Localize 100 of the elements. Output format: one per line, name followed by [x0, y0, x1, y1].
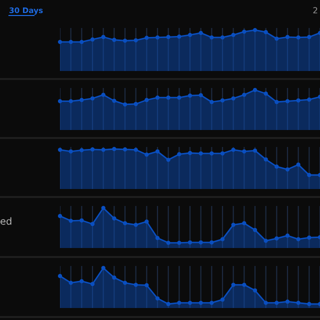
- point: [252, 28, 258, 32]
- point: [68, 218, 73, 223]
- point: [177, 240, 182, 245]
- point: [134, 38, 138, 42]
- point: [122, 221, 128, 226]
- point: [68, 99, 73, 104]
- point: [68, 280, 73, 285]
- point: [307, 236, 312, 240]
- point: [252, 148, 258, 153]
- point: [155, 96, 160, 100]
- point: [210, 300, 214, 305]
- point: [134, 148, 138, 152]
- point: [274, 100, 279, 104]
- point: [177, 300, 182, 305]
- point: [58, 40, 62, 44]
- point: [296, 35, 300, 40]
- point: [177, 152, 182, 156]
- point: [285, 167, 290, 172]
- point: [264, 92, 268, 96]
- point: [177, 96, 182, 100]
- point: [264, 157, 268, 162]
- point: [166, 158, 170, 162]
- point: [231, 282, 236, 287]
- point: [285, 34, 290, 40]
- point: [285, 99, 290, 104]
- point: [134, 222, 138, 227]
- point: [122, 147, 128, 152]
- point: [274, 164, 279, 169]
- point: [242, 149, 246, 154]
- point: [188, 240, 192, 244]
- point: [166, 96, 170, 100]
- point: [144, 152, 149, 157]
- point: [242, 92, 246, 97]
- point: [166, 34, 170, 40]
- y-axis-title: ed: [0, 217, 12, 225]
- point: [231, 222, 236, 227]
- point: [210, 240, 214, 244]
- point: [188, 32, 192, 38]
- point: [112, 38, 116, 42]
- point: [307, 302, 312, 306]
- point: [112, 216, 116, 220]
- point: [307, 98, 312, 102]
- point: [188, 300, 192, 305]
- point: [90, 37, 95, 42]
- point: [80, 279, 84, 284]
- point: [101, 206, 106, 210]
- point: [242, 282, 246, 287]
- point: [220, 151, 225, 156]
- point: [80, 40, 84, 44]
- point: [274, 236, 279, 240]
- point: [252, 288, 258, 292]
- point: [264, 238, 268, 243]
- point: [144, 220, 149, 224]
- point: [90, 96, 95, 100]
- point: [188, 150, 192, 156]
- point: [58, 214, 62, 218]
- point: [144, 36, 149, 40]
- point: [122, 38, 128, 43]
- point: [220, 298, 225, 302]
- point: [90, 282, 95, 286]
- point: [144, 283, 149, 288]
- point: [210, 100, 214, 104]
- point: [307, 172, 312, 178]
- point: [68, 149, 73, 154]
- point: [90, 147, 95, 152]
- point: [90, 222, 95, 226]
- point: [285, 300, 290, 304]
- point: [296, 98, 300, 102]
- point: [264, 300, 268, 305]
- point: [220, 237, 225, 242]
- point: [296, 300, 300, 305]
- point: [155, 149, 160, 154]
- point: [210, 35, 214, 40]
- point: [155, 35, 160, 40]
- point: [231, 96, 236, 100]
- point: [274, 300, 279, 305]
- point: [177, 34, 182, 39]
- point: [134, 282, 138, 287]
- point: [68, 40, 73, 44]
- point: [198, 30, 203, 35]
- point: [155, 236, 160, 240]
- point: [198, 93, 203, 98]
- point: [231, 32, 236, 38]
- point: [231, 148, 236, 152]
- point: [122, 280, 128, 285]
- point: [252, 88, 258, 92]
- point: [220, 98, 225, 102]
- point: [296, 237, 300, 242]
- point: [307, 34, 312, 40]
- point: [198, 240, 203, 244]
- point: [242, 221, 246, 226]
- point: [285, 234, 290, 238]
- point: [274, 36, 279, 41]
- text: 2: [313, 7, 318, 14]
- point: [155, 296, 160, 300]
- point: [144, 98, 149, 102]
- point: [112, 276, 116, 280]
- point: [80, 148, 84, 152]
- point: [101, 266, 106, 270]
- point: [134, 102, 138, 106]
